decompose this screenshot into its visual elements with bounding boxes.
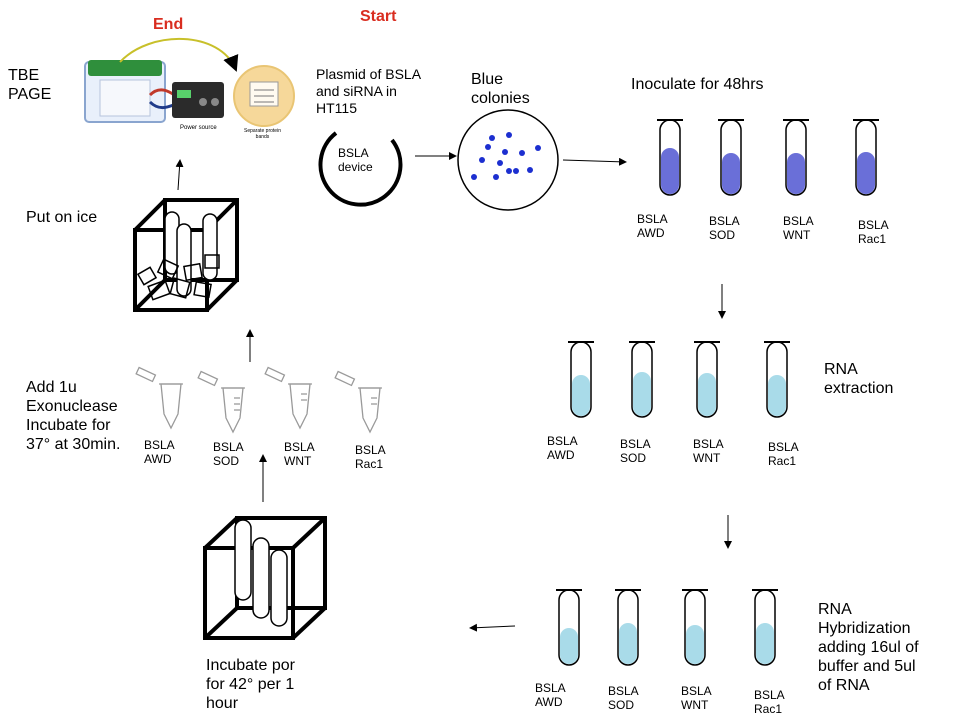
step-rna-hybridization: RNA Hybridization adding 16ul of buffer … (818, 601, 919, 694)
gel-electrophoresis-image (84, 37, 295, 127)
microtubes (135, 366, 382, 434)
step-put-on-ice: Put on ice (26, 209, 98, 226)
tube-label: BSLA Rac1 (768, 440, 799, 468)
test-tube-icon (615, 589, 641, 666)
tube-label: BSLA WNT (284, 440, 315, 468)
tube-label: BSLA AWD (547, 434, 578, 462)
incubation-box-icon (203, 516, 327, 640)
tube-label: BSLA SOD (608, 684, 639, 712)
test-tube-icon (568, 341, 594, 418)
microcentrifuge-tube-icon (334, 370, 382, 434)
step-incubate: Incubate por for 42° per 1 hour (206, 657, 295, 712)
tube-label: BSLA Rac1 (355, 443, 386, 471)
test-tube-icon (657, 119, 683, 196)
microcentrifuge-tube-icon (197, 370, 245, 434)
start-marker: Start (360, 8, 397, 25)
tube-label: BSLA SOD (709, 214, 740, 242)
power-source-label: Power source (180, 125, 217, 131)
tube-label: BSLA WNT (681, 684, 712, 712)
tube-label: BSLA AWD (535, 681, 566, 709)
step-plasmid: Plasmid of BSLA and siRNA in HT115 (316, 66, 422, 116)
step-tbe-page: TBE PAGE (8, 67, 52, 103)
test-tube-icon (556, 589, 582, 666)
test-tube-icon (694, 341, 720, 418)
step-blue-colonies: Blue colonies (471, 71, 530, 107)
arrow-up (175, 159, 184, 191)
test-tube-icon (752, 589, 778, 666)
microcentrifuge-tube-icon (135, 366, 183, 430)
microcentrifuge-tube-icon (264, 366, 312, 430)
tube-label: BSLA WNT (783, 214, 814, 242)
step-inoculate: Inoculate for 48hrs (631, 76, 764, 93)
tube-label: BSLA AWD (637, 212, 668, 240)
end-arrow (119, 37, 239, 72)
arrow-right (562, 157, 627, 166)
tube-label: BSLA WNT (693, 437, 724, 465)
test-tube-icon (718, 119, 744, 196)
tube-label: BSLA Rac1 (754, 688, 785, 716)
arrow-left (469, 623, 516, 632)
petri-dish (457, 109, 559, 211)
end-marker: End (153, 16, 184, 33)
tube-label: BSLA AWD (144, 438, 175, 466)
test-tube-icon (764, 341, 790, 418)
tube-label: BSLA Rac1 (858, 218, 889, 246)
test-tube-icon (853, 119, 879, 196)
plasmid-device-label: BSLA device (338, 146, 373, 174)
inoculate-tubes (657, 119, 879, 196)
extraction-tubes (568, 341, 790, 418)
tube-label: BSLA SOD (213, 440, 244, 468)
ice-box-icon (133, 198, 239, 312)
step-rna-extraction: RNA extraction (824, 361, 894, 397)
test-tube-icon (629, 341, 655, 418)
test-tube-icon (783, 119, 809, 196)
plasmid-ring (318, 131, 403, 207)
tube-label: BSLA SOD (620, 437, 651, 465)
protein-bands-label: Separate protein bands (244, 128, 281, 140)
step-exonuclease: Add 1u Exonuclease Incubate for 37° at 3… (26, 379, 121, 453)
hybridization-tubes (556, 589, 778, 666)
flow-arrows (175, 152, 732, 632)
test-tube-icon (682, 589, 708, 666)
